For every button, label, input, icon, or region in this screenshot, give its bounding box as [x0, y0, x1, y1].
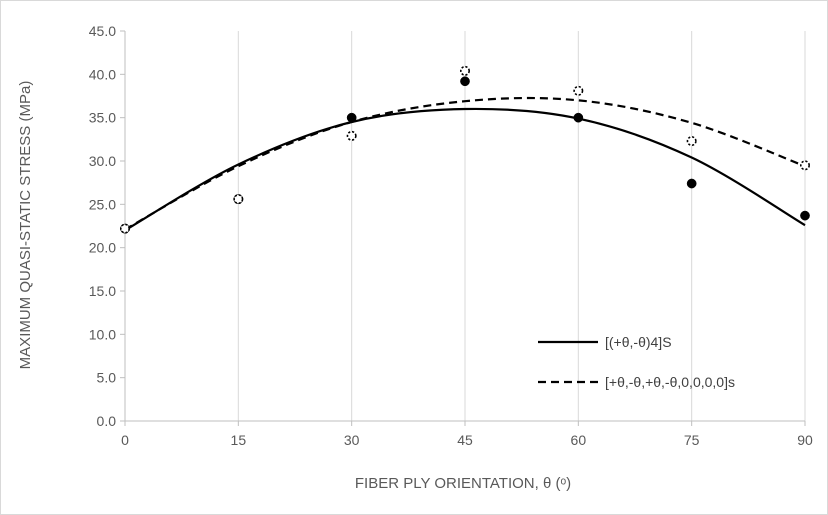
y-tick-label: 45.0	[89, 23, 116, 39]
data-point-series-2	[686, 136, 697, 147]
y-tick-label: 25.0	[89, 196, 116, 212]
grid-lines	[237, 31, 806, 421]
data-point-series-1	[460, 76, 470, 87]
x-tick-label: 60	[571, 432, 587, 448]
data-point-series-2	[120, 223, 131, 234]
trendline-series-2	[124, 96, 806, 231]
y-tick-label: 0.0	[97, 413, 117, 429]
legend-label-series-2: [+θ,-θ,+θ,-θ,0,0,0,0]s	[605, 374, 735, 390]
x-tick-label: 15	[231, 432, 247, 448]
tick-labels: 0.0 5.0 10.0 15.0 20.0 25.0 30.0 35.0 40.0 45.0 0 1…	[89, 23, 813, 448]
y-tick-label: 20.0	[89, 240, 116, 256]
y-tick-label: 15.0	[89, 283, 116, 299]
y-tick-label: 40.0	[89, 66, 116, 82]
data-point-series-2	[233, 194, 244, 205]
data-point-series-2	[346, 130, 357, 141]
x-tick-label: 45	[457, 432, 473, 448]
x-tick-label: 0	[121, 432, 129, 448]
data-point-series-1	[346, 112, 357, 123]
y-tick-label: 10.0	[89, 326, 116, 342]
data-point-series-1	[573, 112, 584, 123]
data-point-series-1	[686, 178, 697, 189]
x-axis-title: FIBER PLY ORIENTATION, θ (ᵒ)	[355, 475, 571, 492]
legend: [(+θ,-θ)4]S [+θ,-θ,+θ,-θ,0,0,0,0]s	[538, 334, 735, 390]
legend-label-series-1: [(+θ,-θ)4]S	[605, 334, 672, 350]
data-point-series-2	[459, 65, 470, 76]
data-point-series-1	[800, 210, 810, 221]
axes	[120, 30, 806, 426]
data-point-series-2	[573, 85, 584, 96]
y-axis-title: MAXIMUM QUASI-STATIC STRESS (MPa)	[17, 81, 34, 370]
y-tick-label: 5.0	[97, 370, 117, 386]
data-points	[120, 65, 810, 234]
trendline-series-1	[124, 107, 806, 232]
y-tick-label: 30.0	[89, 153, 116, 169]
x-tick-label: 30	[344, 432, 360, 448]
data-point-series-2	[799, 160, 810, 171]
x-tick-label: 75	[684, 432, 700, 448]
x-tick-label: 90	[797, 432, 813, 448]
trendlines	[124, 96, 806, 232]
y-tick-label: 35.0	[89, 110, 116, 126]
